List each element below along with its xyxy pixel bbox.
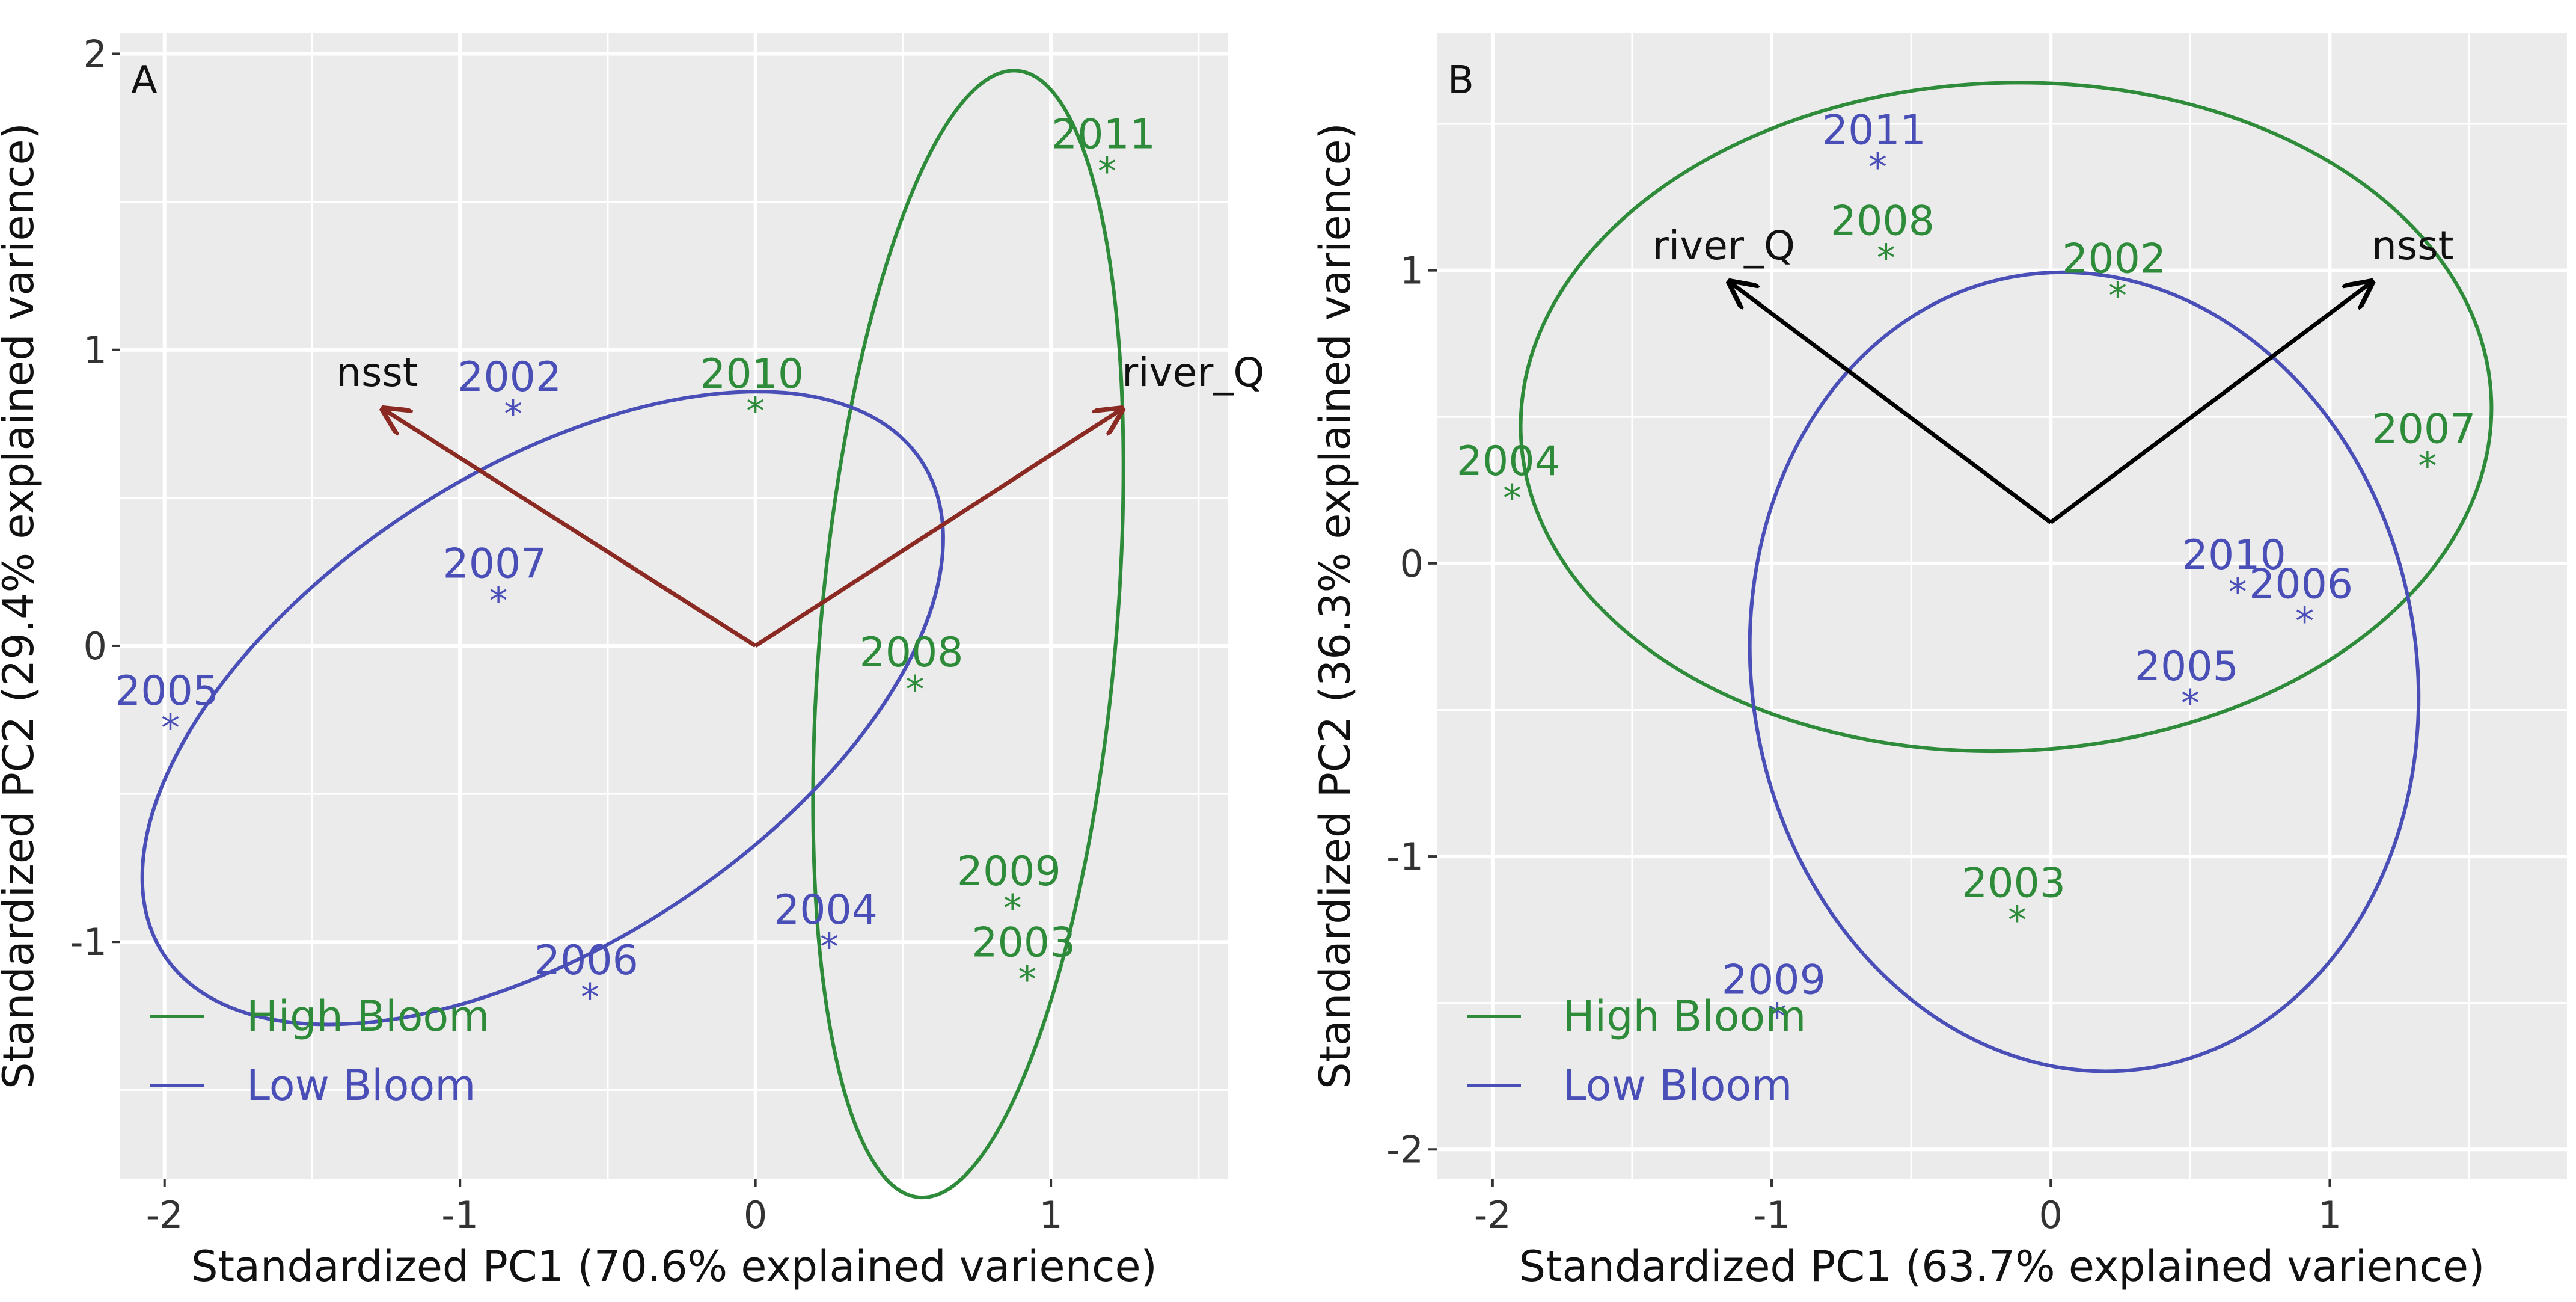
legend-label: High Bloom xyxy=(246,992,489,1041)
y-tick-label: 1 xyxy=(1400,249,1424,293)
panel-label: B xyxy=(1448,58,1474,103)
x-tick-label: -2 xyxy=(1474,1193,1511,1237)
loading-arrow-river-Q xyxy=(1730,282,2052,524)
data-point-marker: * xyxy=(2108,274,2127,318)
loading-arrow-nsst xyxy=(2049,282,2372,524)
data-point-label: 2011 xyxy=(1822,106,1926,154)
data-point-label: 2006 xyxy=(2249,561,2353,609)
y-tick-label: -2 xyxy=(1386,1128,1424,1171)
y-tick-label: 0 xyxy=(1400,542,1424,586)
loading-arrow-nsst xyxy=(383,409,757,648)
ellipse-low-bloom xyxy=(140,390,945,1027)
data-point-marker: * xyxy=(504,392,522,436)
legend-label: Low Bloom xyxy=(246,1061,476,1110)
plot-background-b xyxy=(1437,33,2567,1179)
legend-label: High Bloom xyxy=(1563,992,1806,1041)
panel-label: A xyxy=(131,58,158,103)
data-point-marker: * xyxy=(1768,995,1787,1039)
x-tick-label: -1 xyxy=(441,1193,479,1237)
ellipse-high-bloom xyxy=(811,69,1125,1200)
data-point-label: 2006 xyxy=(534,937,638,984)
y-axis-title: Standardized PC2 (29.4% explained varien… xyxy=(0,123,43,1089)
data-point-label: 2010 xyxy=(2182,532,2286,579)
data-point-marker: * xyxy=(1503,476,1522,520)
data-point-label: 2009 xyxy=(957,848,1061,895)
data-point-marker: * xyxy=(1098,150,1116,194)
data-point-marker: * xyxy=(820,925,839,969)
data-point-marker: * xyxy=(1003,886,1022,930)
data-point-marker: * xyxy=(1018,957,1036,1001)
data-point-label: 2007 xyxy=(2372,405,2476,453)
data-point-marker: * xyxy=(906,668,925,711)
data-point-marker: * xyxy=(489,579,508,622)
y-tick-label: 0 xyxy=(84,624,107,668)
data-point-marker: * xyxy=(2229,570,2247,614)
data-point-label: 2007 xyxy=(443,540,547,588)
x-tick-label: -2 xyxy=(146,1193,183,1237)
x-tick-label: -1 xyxy=(1753,1193,1790,1237)
data-point-label: 2005 xyxy=(115,668,219,715)
x-tick-label: 1 xyxy=(1039,1193,1062,1237)
data-point-label: 2004 xyxy=(1457,438,1561,485)
data-point-label: 2002 xyxy=(457,354,561,401)
x-axis-title: Standardized PC1 (63.7% explained varien… xyxy=(1519,1242,2485,1291)
data-point-marker: * xyxy=(2418,444,2437,488)
ellipse-high-bloom xyxy=(1519,81,2494,754)
data-point-marker: * xyxy=(161,706,180,750)
y-tick-label: -1 xyxy=(70,920,107,964)
x-tick-label: 0 xyxy=(2039,1193,2063,1237)
x-tick-label: 0 xyxy=(744,1193,767,1237)
y-axis-title: Standardized PC2 (36.3% explained varien… xyxy=(1311,123,1360,1089)
legend-label: Low Bloom xyxy=(1563,1061,1792,1110)
data-point-label: 2005 xyxy=(2135,643,2239,690)
data-point-label: 2003 xyxy=(1962,860,2066,907)
loading-arrow-river-Q xyxy=(754,409,1122,648)
arrow-label: river_Q xyxy=(1653,223,1795,269)
arrow-label: nsst xyxy=(2372,223,2453,269)
plot-background-a xyxy=(120,33,1228,1179)
data-point-label: 2008 xyxy=(1831,197,1935,245)
arrow-label: nsst xyxy=(336,349,418,396)
data-point-marker: * xyxy=(1877,236,1895,280)
data-point-marker: * xyxy=(2295,600,2314,643)
data-point-label: 2002 xyxy=(2062,236,2166,283)
data-point-label: 2004 xyxy=(774,886,878,934)
ellipse-low-bloom xyxy=(1748,270,2421,1073)
data-point-marker: * xyxy=(581,975,599,1019)
y-tick-label: -1 xyxy=(1386,835,1424,879)
data-point-marker: * xyxy=(2181,681,2200,725)
x-axis-title: Standardized PC1 (70.6% explained varien… xyxy=(191,1242,1157,1291)
x-tick-label: 1 xyxy=(2318,1193,2342,1237)
data-point-marker: * xyxy=(746,389,765,433)
data-point-label: 2008 xyxy=(860,629,964,677)
data-point-label: 2011 xyxy=(1051,111,1155,159)
arrow-label: river_Q xyxy=(1122,349,1264,396)
data-point-label: 2010 xyxy=(700,351,804,398)
y-tick-label: 2 xyxy=(84,32,107,76)
data-point-marker: * xyxy=(1868,145,1887,189)
y-tick-label: 1 xyxy=(84,328,107,372)
data-point-label: 2009 xyxy=(1722,956,1826,1004)
data-point-label: 2003 xyxy=(971,919,1075,966)
data-point-marker: * xyxy=(2008,898,2027,942)
